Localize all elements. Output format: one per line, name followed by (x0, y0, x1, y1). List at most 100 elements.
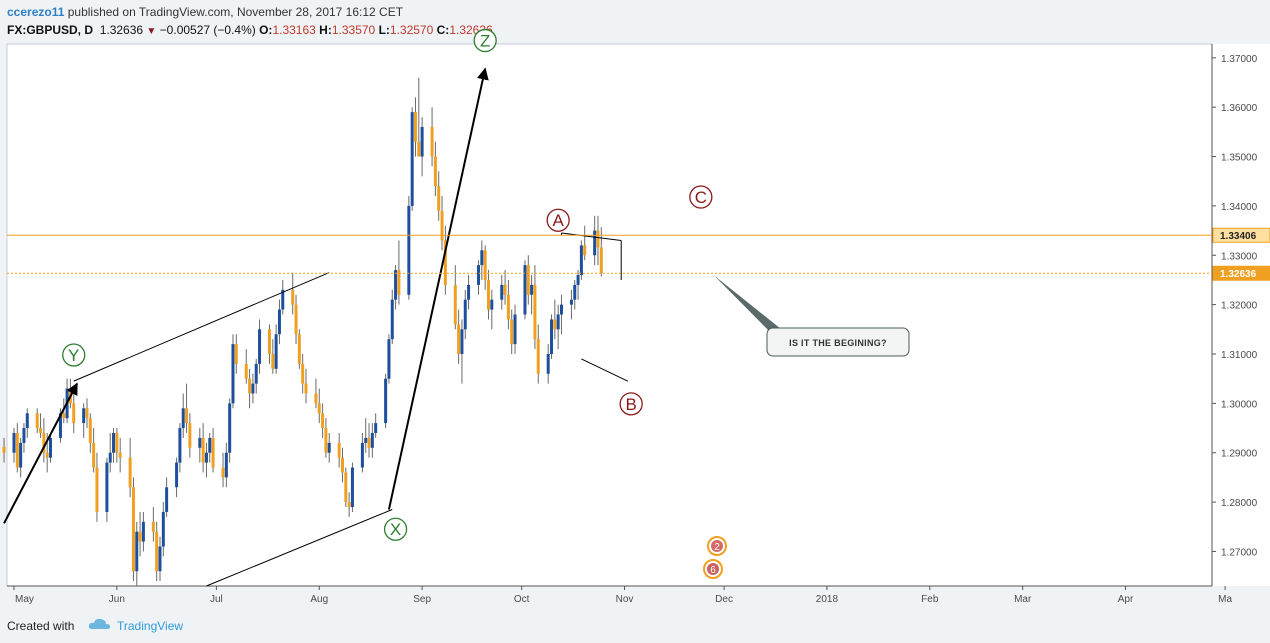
x-tick-label: 2018 (816, 594, 839, 605)
candle-body (188, 423, 192, 448)
candle (201, 423, 205, 473)
candle (510, 309, 514, 354)
candle-body (593, 230, 597, 256)
candle-body (437, 186, 441, 211)
plot-area[interactable] (6, 43, 1213, 587)
candle-body (433, 156, 437, 187)
candle (267, 324, 271, 364)
candle-body (48, 437, 52, 458)
candle (490, 289, 494, 330)
candle-body (387, 339, 391, 379)
wave-label-b: B (625, 395, 636, 414)
candle (324, 418, 328, 458)
candle (281, 279, 285, 315)
price-tag-label: 1.33406 (1220, 231, 1257, 242)
candle (460, 319, 464, 384)
candle (221, 452, 225, 488)
candle (546, 344, 550, 384)
candle (327, 432, 331, 463)
publish-line: ccerezo11 published on TradingView.com, … (7, 5, 403, 19)
candle (141, 511, 145, 552)
event-flag-icon[interactable]: 6 (703, 559, 723, 579)
candle (553, 299, 557, 340)
candle (251, 373, 255, 404)
candle (314, 378, 318, 409)
candle-body (2, 446, 6, 453)
candle-body (92, 442, 96, 468)
candle (2, 437, 6, 463)
candle (370, 423, 374, 458)
candle (161, 502, 165, 557)
candle (48, 432, 52, 463)
candle-body (204, 452, 208, 463)
publisher-name[interactable]: ccerezo11 (7, 5, 65, 19)
symbol-name: FX:GBPUSD, D (7, 23, 94, 37)
candle (486, 270, 490, 320)
candle-body (258, 329, 262, 364)
candle (128, 437, 132, 498)
candle-body (367, 437, 371, 448)
candle-body (39, 428, 43, 433)
x-tick-label: Oct (514, 594, 530, 605)
candle (533, 265, 537, 350)
price-axis[interactable] (1212, 44, 1270, 586)
candle-body (500, 284, 504, 300)
candle-body (546, 353, 550, 374)
candle (523, 260, 527, 320)
candle-body (453, 284, 457, 325)
candle (337, 432, 341, 468)
tradingview-link[interactable]: TradingView (117, 619, 184, 633)
candle-body (523, 265, 527, 315)
candle-body (281, 289, 285, 310)
candle (155, 521, 159, 582)
callout-box (766, 327, 910, 357)
candle (254, 358, 258, 394)
candle (297, 329, 301, 369)
candle (457, 309, 461, 364)
candle (573, 279, 577, 310)
x-tick-label: Jun (109, 594, 125, 605)
candle (360, 432, 364, 473)
callout-text: IS IT THE BEGINING? (789, 338, 887, 348)
candle (550, 314, 554, 359)
candle-body (463, 299, 467, 330)
candle-body (457, 324, 461, 354)
candle (536, 324, 540, 384)
candle (417, 77, 421, 157)
candle (506, 279, 510, 330)
candle (437, 171, 441, 221)
candle-body (314, 393, 318, 404)
candle-body (58, 413, 62, 438)
candle-body (370, 432, 374, 448)
candle-body (12, 432, 16, 453)
candle-body (410, 112, 414, 206)
candle (477, 260, 481, 295)
candle (208, 432, 212, 463)
candle (88, 413, 92, 453)
candle (178, 423, 182, 473)
candle (131, 477, 135, 582)
candle-body (271, 353, 275, 369)
candle (569, 289, 573, 320)
candle-body (82, 408, 86, 424)
candle (556, 304, 560, 350)
price-chart[interactable]: 1.37000 1.36000 1.35000 1.34000 1.33000 1.320… (0, 0, 1270, 606)
wave-w-arrow (3, 382, 78, 524)
y-tick-label: 1.31000 (1221, 350, 1258, 361)
candle-body (151, 521, 155, 532)
candle-body (224, 452, 228, 478)
candle (25, 408, 29, 438)
x-tick-label: Ma (1218, 594, 1232, 605)
price-tag-box (1212, 227, 1270, 243)
candle (118, 437, 122, 473)
candle (258, 319, 262, 374)
candle-body (291, 289, 295, 305)
event-flag-icon[interactable]: 2 (707, 536, 727, 556)
candle-body (248, 378, 252, 394)
candle-body (165, 487, 169, 512)
low-value: 1.32570 (389, 23, 434, 37)
tradingview-cloud-icon[interactable] (88, 617, 112, 631)
candle (433, 141, 437, 197)
candle (443, 225, 447, 295)
candle (108, 432, 112, 473)
